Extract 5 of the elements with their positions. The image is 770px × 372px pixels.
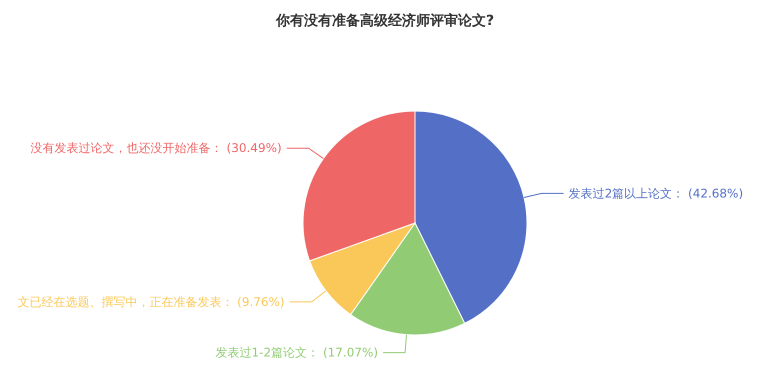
slice-label: 发表过2篇以上论文： (42.68%) (568, 186, 744, 200)
slice-label: 文已经在选题、撰写中，正在准备发表： (9.76%) (17, 294, 285, 309)
slice-label: 发表过1-2篇论文： (17.07%) (216, 346, 378, 360)
slice-label: 没有发表过论文，也还没开始准备： (30.49%) (30, 141, 282, 156)
chart-title: 你有没有准备高级经济师评审论文? (274, 12, 494, 29)
